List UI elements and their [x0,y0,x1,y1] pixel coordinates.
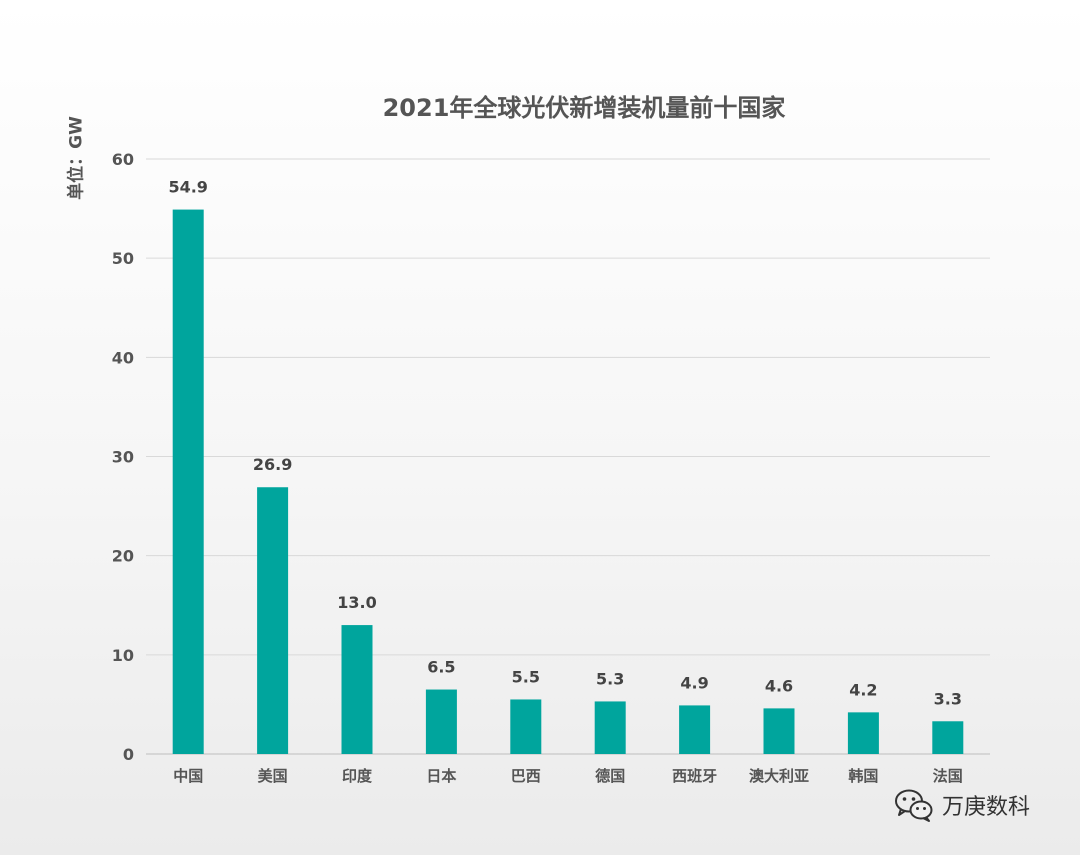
y-tick-label: 20 [112,547,134,566]
data-label: 4.6 [765,676,793,695]
watermark-text: 万庚数科 [942,795,1031,820]
y-tick-label: 40 [112,348,134,367]
data-label: 26.9 [253,455,292,474]
bar [594,701,626,754]
data-label: 3.3 [934,689,962,708]
data-label: 5.3 [596,669,624,688]
x-tick-label: 日本 [426,767,456,785]
x-tick-label: 澳大利亚 [749,767,809,785]
bar [847,712,879,754]
data-label: 4.2 [849,680,877,699]
data-label: 54.9 [168,178,207,197]
y-tick-label: 60 [112,150,134,169]
y-tick-label: 50 [112,249,134,268]
bar [679,705,711,754]
data-label: 5.5 [512,667,540,686]
bar [932,721,964,754]
x-tick-label: 美国 [258,767,288,785]
x-tick-label: 巴西 [511,767,541,785]
data-label: 6.5 [427,658,455,677]
x-tick-label: 印度 [342,767,373,785]
chart-title: 2021年全球光伏新增装机量前十国家 [382,94,786,122]
x-tick-label: 西班牙 [672,767,717,785]
x-tick-label: 中国 [173,767,203,785]
x-tick-label: 法国 [933,767,963,785]
y-tick-label: 10 [112,646,134,665]
watermark: 万庚数科 [894,788,1030,822]
x-tick-label: 韩国 [848,767,878,785]
wechat-icon [895,789,933,822]
bar [172,209,204,754]
y-tick-label: 0 [123,745,134,764]
y-tick-label: 30 [112,448,134,467]
bar [425,689,457,754]
bar [510,699,542,754]
data-label: 4.9 [680,673,708,692]
bar [763,708,795,754]
data-label: 13.0 [337,593,376,612]
x-tick-label: 德国 [595,767,625,785]
bar [341,625,373,754]
bar [257,487,289,754]
